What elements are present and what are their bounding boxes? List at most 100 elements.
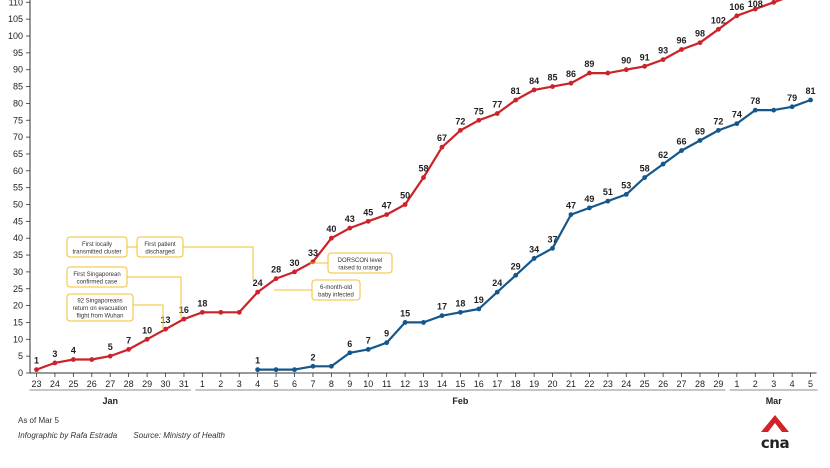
y-tick-label: 5 xyxy=(18,351,23,361)
y-tick-label: 45 xyxy=(13,216,23,226)
x-tick-label: 1 xyxy=(734,379,739,389)
annotation-text: confirmed case xyxy=(77,279,118,285)
x-tick-label: 17 xyxy=(492,379,502,389)
data-point xyxy=(457,127,463,133)
y-tick-label: 40 xyxy=(13,233,23,243)
annotation-leader xyxy=(183,246,254,280)
data-label: 15 xyxy=(400,308,410,318)
data-label: 24 xyxy=(253,278,263,288)
data-label: 47 xyxy=(382,201,392,211)
x-tick-label: 9 xyxy=(347,379,352,389)
x-tick-label: 26 xyxy=(87,379,97,389)
data-label: 43 xyxy=(345,214,355,224)
x-tick-label: 2 xyxy=(218,379,223,389)
data-label: 106 xyxy=(729,2,744,12)
data-label: 53 xyxy=(621,180,631,190)
y-tick-label: 65 xyxy=(13,149,23,159)
data-point xyxy=(347,225,353,231)
data-label: 19 xyxy=(474,295,484,305)
data-point xyxy=(752,107,758,113)
data-point xyxy=(163,326,168,332)
infographic-credit: Infographic by Rafa Estrada xyxy=(18,431,118,440)
data-label: 28 xyxy=(271,265,281,275)
data-label: 13 xyxy=(161,315,171,325)
month-label: Jan xyxy=(102,396,118,406)
annotation-text: baby infected xyxy=(318,292,354,298)
data-point xyxy=(623,67,629,73)
x-tick-label: 28 xyxy=(124,379,134,389)
x-tick-label: 7 xyxy=(310,379,315,389)
data-label: 6 xyxy=(347,339,352,349)
annotation-box xyxy=(66,293,134,322)
data-point xyxy=(494,111,500,116)
data-label: 91 xyxy=(640,52,650,62)
data-label: 50 xyxy=(400,191,410,201)
data-point xyxy=(255,367,261,373)
y-tick-label: 70 xyxy=(13,132,23,142)
data-point xyxy=(623,191,629,197)
y-tick-label: 25 xyxy=(13,284,23,294)
data-point xyxy=(550,245,555,251)
annotation-text: raised to orange xyxy=(338,265,382,271)
data-point xyxy=(457,309,463,315)
annotation-text: return on evacuation xyxy=(73,306,128,312)
data-label: 16 xyxy=(179,305,189,315)
data-label: 18 xyxy=(455,298,465,308)
data-point xyxy=(34,367,39,373)
data-point xyxy=(642,63,648,69)
data-point xyxy=(292,269,297,275)
data-label: 49 xyxy=(584,194,594,204)
y-tick-label: 55 xyxy=(13,183,23,193)
data-point xyxy=(605,70,611,76)
data-point xyxy=(568,212,574,218)
data-label: 74 xyxy=(732,110,742,120)
data-label: 29 xyxy=(511,261,521,271)
month-label: Mar xyxy=(766,396,783,406)
data-point xyxy=(421,175,426,180)
data-point xyxy=(439,313,445,319)
annotation-box xyxy=(327,252,393,274)
data-point xyxy=(660,161,666,167)
data-label: 7 xyxy=(126,335,131,345)
y-tick-label: 30 xyxy=(13,267,23,277)
annotation-text: DORSCON level xyxy=(338,258,383,264)
data-label: 37 xyxy=(548,234,558,244)
x-tick-label: 4 xyxy=(255,379,260,389)
series-line xyxy=(36,0,784,371)
data-label: 93 xyxy=(658,46,668,56)
annotation-text: First Singaporean xyxy=(73,272,120,278)
x-tick-label: 5 xyxy=(808,379,813,389)
data-label: 62 xyxy=(658,150,668,160)
data-point xyxy=(292,367,297,373)
data-label: 7 xyxy=(366,335,371,345)
annotation-text: First patient xyxy=(144,242,176,248)
x-tick-label: 8 xyxy=(329,379,334,389)
x-tick-label: 3 xyxy=(771,379,776,389)
x-tick-label: 15 xyxy=(455,379,465,389)
x-tick-label: 25 xyxy=(640,379,650,389)
data-point xyxy=(716,127,721,133)
data-label: 72 xyxy=(713,116,723,126)
annotation-text: transmitted cluster xyxy=(72,249,121,255)
data-label: 75 xyxy=(474,106,484,116)
y-tick-label: 75 xyxy=(13,115,23,125)
data-label: 108 xyxy=(748,0,763,9)
data-point xyxy=(384,340,390,346)
data-point xyxy=(236,309,242,315)
data-point xyxy=(752,6,758,12)
data-label: 17 xyxy=(437,302,447,312)
data-point xyxy=(550,84,555,89)
credit-line: Infographic by Rafa Estrada Source: Mini… xyxy=(18,431,239,440)
data-point xyxy=(347,350,353,356)
data-point xyxy=(218,309,224,315)
data-point xyxy=(70,357,76,362)
data-label: 85 xyxy=(548,73,558,83)
y-tick-label: 20 xyxy=(13,301,23,311)
data-point xyxy=(605,198,611,204)
data-point xyxy=(476,117,482,123)
x-tick-label: 29 xyxy=(142,379,152,389)
data-point xyxy=(365,218,371,224)
data-label: 51 xyxy=(603,187,613,197)
x-tick-label: 11 xyxy=(382,379,391,389)
